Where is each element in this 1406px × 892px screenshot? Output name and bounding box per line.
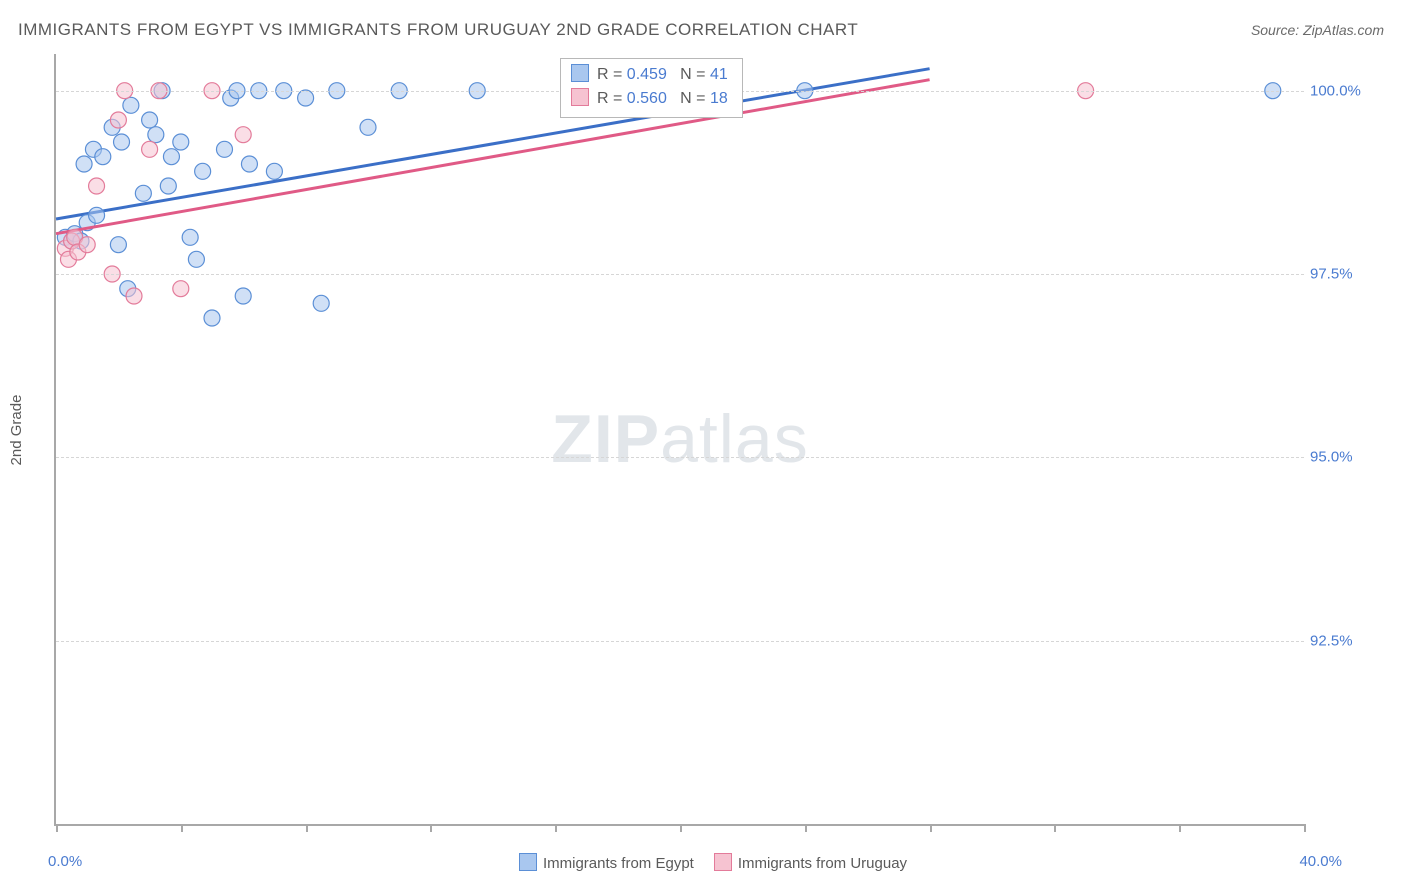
correlation-row: R = 0.459 N = 41 <box>571 63 728 87</box>
gridline <box>56 641 1304 642</box>
x-tick <box>430 824 432 832</box>
scatter-point <box>135 185 151 201</box>
y-tick-label: 95.0% <box>1310 449 1353 466</box>
x-tick <box>555 824 557 832</box>
scatter-point <box>360 119 376 135</box>
series-legend: Immigrants from Egypt Immigrants from Uru… <box>0 853 1406 872</box>
scatter-point <box>173 281 189 297</box>
trend-line <box>56 80 930 234</box>
y-tick-label: 100.0% <box>1310 82 1361 99</box>
scatter-point <box>173 134 189 150</box>
correlation-row: R = 0.560 N = 18 <box>571 87 728 111</box>
scatter-point <box>142 112 158 128</box>
x-tick <box>805 824 807 832</box>
scatter-point <box>114 134 130 150</box>
gridline <box>56 274 1304 275</box>
x-tick <box>306 824 308 832</box>
scatter-point <box>204 310 220 326</box>
scatter-point <box>76 156 92 172</box>
y-axis-label: 2nd Grade <box>8 395 25 466</box>
x-tick <box>680 824 682 832</box>
legend-swatch <box>571 64 589 82</box>
source-credit: Source: ZipAtlas.com <box>1251 22 1384 38</box>
legend-label: Immigrants from Uruguay <box>738 855 907 872</box>
scatter-point <box>195 163 211 179</box>
scatter-svg <box>56 54 1304 824</box>
scatter-point <box>110 237 126 253</box>
y-tick-label: 92.5% <box>1310 632 1353 649</box>
correlation-legend: R = 0.459 N = 41R = 0.560 N = 18 <box>560 58 743 118</box>
scatter-point <box>95 149 111 165</box>
legend-label: Immigrants from Egypt <box>543 855 694 872</box>
scatter-point <box>241 156 257 172</box>
scatter-point <box>182 229 198 245</box>
x-axis-max-label: 40.0% <box>1299 853 1342 870</box>
scatter-point <box>298 90 314 106</box>
scatter-point <box>163 149 179 165</box>
scatter-point <box>126 288 142 304</box>
legend-swatch <box>519 853 537 871</box>
legend-swatch <box>571 88 589 106</box>
n-value: 41 <box>710 66 728 83</box>
scatter-point <box>216 141 232 157</box>
scatter-point <box>89 207 105 223</box>
x-axis-min-label: 0.0% <box>48 853 82 870</box>
scatter-point <box>142 141 158 157</box>
r-value: 0.560 <box>627 90 667 107</box>
scatter-point <box>313 295 329 311</box>
scatter-point <box>148 127 164 143</box>
scatter-point <box>123 97 139 113</box>
y-tick-label: 97.5% <box>1310 266 1353 283</box>
scatter-point <box>188 251 204 267</box>
x-tick <box>930 824 932 832</box>
chart-title: IMMIGRANTS FROM EGYPT VS IMMIGRANTS FROM… <box>18 20 858 40</box>
x-tick <box>1304 824 1306 832</box>
scatter-point <box>235 288 251 304</box>
scatter-point <box>266 163 282 179</box>
scatter-point <box>160 178 176 194</box>
scatter-point <box>235 127 251 143</box>
n-value: 18 <box>710 90 728 107</box>
x-tick <box>56 824 58 832</box>
scatter-point <box>79 237 95 253</box>
scatter-point <box>89 178 105 194</box>
plot-area: ZIPatlas <box>54 54 1304 826</box>
r-value: 0.459 <box>627 66 667 83</box>
x-tick <box>1054 824 1056 832</box>
scatter-point <box>110 112 126 128</box>
gridline <box>56 457 1304 458</box>
x-tick <box>1179 824 1181 832</box>
legend-swatch <box>714 853 732 871</box>
x-tick <box>181 824 183 832</box>
